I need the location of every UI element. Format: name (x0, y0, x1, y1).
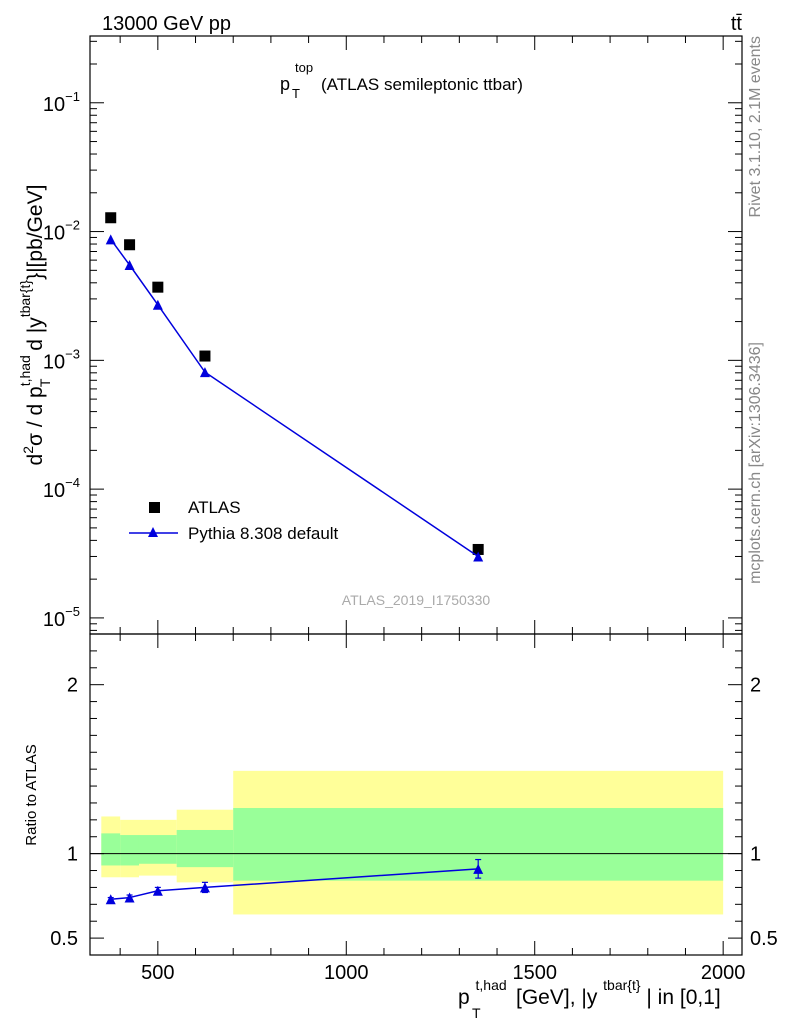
pythia-line (110, 238, 479, 558)
legend-label-pythia: Pythia 8.308 default (188, 524, 339, 543)
main-ytick-label: 10−4 (43, 475, 80, 502)
atlas-point (152, 281, 164, 293)
analysis-watermark: ATLAS_2019_I1750330 (342, 592, 491, 608)
xtick-label: 1000 (324, 962, 369, 984)
title-sub: T (292, 86, 300, 101)
ratio-ytick-label-left: 2 (67, 675, 78, 697)
pythia-point (473, 551, 484, 562)
title-rest: (ATLAS semileptonic ttbar) (321, 75, 523, 94)
header-left: 13000 GeV pp (102, 13, 231, 35)
main-ytick-label: 10−5 (43, 604, 80, 631)
main-title: p top T (ATLAS semileptonic ttbar) (280, 56, 523, 102)
atlas-point (472, 543, 484, 555)
atlas-point (124, 239, 136, 251)
ratio-pythia-point (473, 863, 484, 874)
rivet-label: Rivet 3.1.10, 2.1M events (747, 36, 764, 217)
xlabel-rest2: | in [0,1] (646, 986, 720, 1009)
xlabel-sub: T (472, 1005, 481, 1021)
main-ytick-label: 10−1 (43, 89, 80, 116)
ratio-ylabel: Ratio to ATLAS (23, 744, 40, 845)
main-panel-axes: 10−5 10−4 10−3 10−2 10−1 (43, 35, 743, 635)
main-ytick-label: 10−3 (43, 346, 80, 373)
header-right: tt̄ (731, 13, 743, 35)
pythia-point (152, 299, 163, 310)
stat-uncertainty-band (138, 835, 177, 864)
ratio-panel-bands (101, 770, 724, 915)
title-sup: top (295, 60, 313, 75)
mcplots-label: mcplots.cern.ch [arXiv:1306.3436] (747, 342, 764, 584)
xtick-label: 2000 (701, 962, 746, 984)
stat-uncertainty-band (101, 833, 121, 866)
main-panel-series (105, 212, 484, 562)
xlabel-sup: t,had (476, 977, 507, 993)
ratio-ytick-label-right: 0.5 (750, 928, 778, 950)
ratio-frame (89, 633, 743, 956)
ratio-panel-series (105, 858, 484, 905)
legend: ATLAS Pythia 8.308 default (129, 498, 339, 543)
ratio-panel-axes: 0.5 0.5 1 1 2 2 500 1000 1500 2000 (50, 633, 778, 984)
stat-uncertainty-band (120, 835, 139, 866)
title-main: p (280, 74, 290, 94)
main-frame (89, 35, 743, 635)
atlas-point (199, 350, 211, 362)
xlabel-sup2: tbar{t} (603, 977, 641, 993)
ratio-pythia-point (105, 894, 116, 905)
stat-uncertainty-band (176, 829, 234, 868)
ratio-pythia-point (199, 882, 210, 893)
ratio-pythia-point (124, 892, 135, 903)
pythia-point (105, 234, 116, 245)
x-axis-label: p t,had T [GeV], |y tbar{t} | in [0,1] (458, 972, 721, 1023)
ratio-ytick-label-left: 0.5 (50, 928, 78, 950)
legend-label-atlas: ATLAS (188, 498, 241, 517)
legend-marker-atlas (149, 502, 160, 513)
ratio-ytick-label-right: 1 (750, 844, 761, 866)
ratio-ytick-label-right: 2 (750, 675, 761, 697)
xlabel-main: p (458, 986, 470, 1009)
xtick-label: 500 (141, 962, 174, 984)
xlabel-rest: [GeV], |y (516, 986, 598, 1009)
legend-marker-pythia (148, 527, 158, 537)
pythia-point (199, 367, 210, 378)
ratio-ytick-label-left: 1 (67, 844, 78, 866)
atlas-point (105, 212, 117, 224)
pythia-point (124, 259, 135, 270)
main-ytick-label: 10−2 (43, 218, 80, 245)
xtick-label: 1500 (512, 962, 557, 984)
ratio-pythia-point (152, 885, 163, 896)
